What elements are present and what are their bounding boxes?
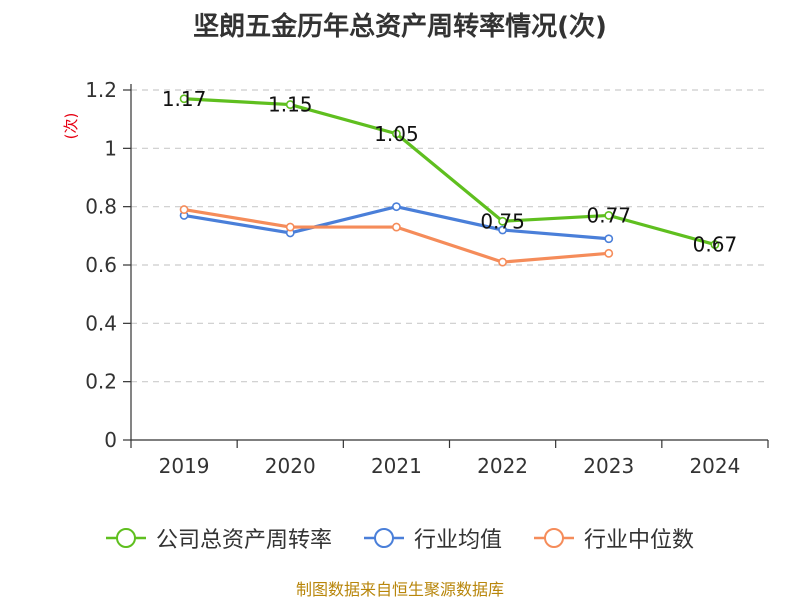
data-point <box>604 248 614 258</box>
data-point <box>604 211 614 220</box>
y-tick-label: 0.2 <box>85 370 117 394</box>
y-tick-label: 1.2 <box>85 78 117 102</box>
legend-label: 公司总资产周转率 <box>155 528 332 553</box>
data-label: 0.75 <box>480 209 525 233</box>
legend-label: 行业均值 <box>413 528 502 553</box>
series-layer <box>179 94 720 267</box>
y-tick-label: 0.8 <box>85 195 117 219</box>
x-tick-label: 2023 <box>583 454 634 478</box>
data-point <box>710 240 720 249</box>
data-point <box>392 129 401 139</box>
data-point <box>392 222 401 232</box>
legend: 公司总资产周转率 行业均值 行业中位数 <box>0 518 800 558</box>
x-tick-label: 2020 <box>265 454 316 478</box>
series-line <box>183 97 716 247</box>
data-label: 0.77 <box>586 203 631 227</box>
data-label: 1.05 <box>374 122 419 146</box>
data-point <box>285 222 295 232</box>
data-point <box>392 202 401 212</box>
axis-layer: (次) 0 0.2 0.4 0.6 0.8 1 1.2 2019 2020 2021 2022 2023… <box>62 78 769 478</box>
y-tick-label: 0.4 <box>85 311 117 335</box>
legend-item[interactable]: 公司总资产周转率 <box>105 522 332 554</box>
data-point <box>179 205 189 214</box>
chart-title: 坚朗五金历年总资产周转率情况(次) <box>193 12 607 42</box>
x-tick-label: 2024 <box>689 454 740 478</box>
legend-item[interactable]: 行业中位数 <box>534 522 694 554</box>
legend-marker-icon <box>363 528 404 548</box>
label-layer: 1.17 1.15 1.05 0.75 0.77 0.67 <box>162 87 737 257</box>
grid-layer <box>131 89 768 383</box>
legend-label: 行业中位数 <box>584 528 695 553</box>
data-label: 0.67 <box>693 233 738 257</box>
x-tick-label: 2019 <box>159 454 210 478</box>
data-point <box>498 225 507 235</box>
data-label: 1.17 <box>162 87 207 111</box>
x-tick-label: 2022 <box>477 454 528 478</box>
y-tick-label: 0 <box>104 428 117 452</box>
x-tick-label: 2021 <box>371 454 422 478</box>
legend-marker-icon <box>534 528 574 548</box>
source-note: 制图数据来自恒生聚源数据库 <box>295 580 504 599</box>
data-point <box>604 234 614 244</box>
y-tick-label: 0.6 <box>85 253 117 277</box>
data-label: 1.15 <box>268 93 313 117</box>
data-point <box>179 94 189 104</box>
legend-item[interactable]: 行业均值 <box>363 522 502 554</box>
data-point <box>498 257 507 267</box>
data-point <box>285 100 295 109</box>
legend-marker-icon <box>105 528 146 548</box>
y-tick-label: 1 <box>104 136 117 160</box>
y-axis-label: (次) <box>62 113 80 140</box>
data-point <box>498 216 507 226</box>
